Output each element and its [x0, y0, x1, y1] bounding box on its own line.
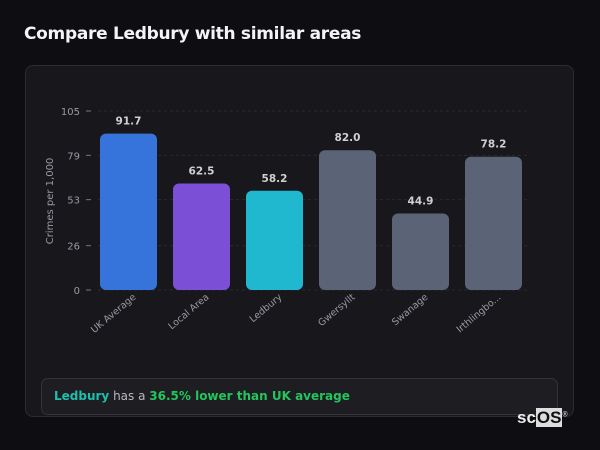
page-title: Compare Ledbury with similar areas	[24, 24, 362, 44]
summary-area: Ledbury	[54, 389, 110, 403]
summary-highlight: 36.5% lower than UK average	[149, 389, 350, 403]
x-tick-label: Irthlingbo...	[455, 292, 504, 335]
bar	[392, 213, 449, 290]
data-label: 82.0	[335, 132, 361, 144]
x-tick-label: Local Area	[166, 292, 211, 332]
summary-box: Ledbury has a 36.5% lower than UK averag…	[41, 378, 558, 415]
logo: scOS®	[517, 408, 568, 427]
y-axis-label: Crimes per 1,000	[45, 158, 56, 245]
bar	[100, 133, 157, 290]
y-tick-label: 79	[67, 151, 80, 162]
y-tick-label: 26	[67, 242, 80, 253]
bar	[465, 156, 522, 290]
data-label: 58.2	[262, 173, 288, 185]
y-tick-label: 0	[74, 286, 80, 297]
x-tick-label: Swanage	[390, 292, 430, 328]
y-tick-label: 53	[67, 196, 80, 207]
data-label: 78.2	[481, 139, 507, 151]
summary-text: has a	[109, 389, 150, 403]
bar	[319, 150, 376, 290]
bar	[246, 190, 303, 290]
x-tick-label: Gwersyllt	[316, 292, 357, 329]
y-tick-label: 105	[61, 107, 80, 118]
data-label: 91.7	[116, 116, 142, 128]
bar	[173, 183, 230, 290]
data-label: 44.9	[408, 195, 434, 207]
x-tick-label: Ledbury	[248, 292, 285, 325]
data-label: 62.5	[189, 165, 215, 177]
x-tick-label: UK Average	[89, 292, 138, 336]
